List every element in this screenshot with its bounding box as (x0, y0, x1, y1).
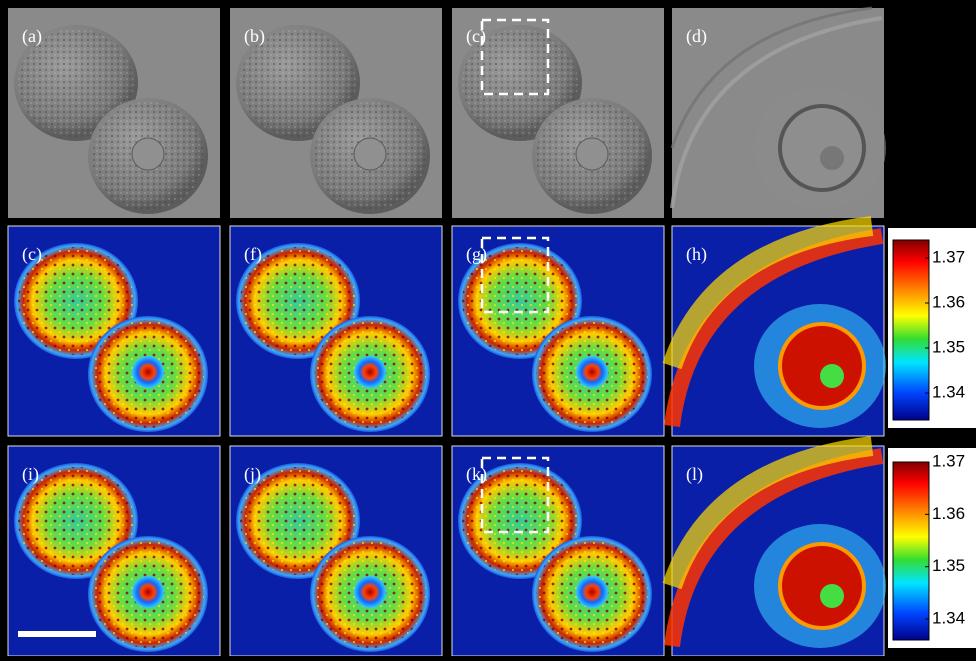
nucleus (780, 544, 864, 628)
panel-label: (c) (22, 244, 42, 265)
image-panel: (c) (452, 8, 664, 218)
nucleus (780, 106, 864, 190)
panel-label: (k) (466, 464, 487, 485)
nucleus (354, 138, 386, 170)
image-panel: (l) (672, 446, 886, 656)
nucleolus (820, 584, 844, 608)
nucleus (576, 576, 608, 608)
image-panel: (i) (8, 446, 220, 656)
image-panel: (a) (8, 8, 220, 218)
image-panel: (f) (230, 226, 442, 436)
colorbar-tick-label: 1.35 (932, 556, 965, 575)
nucleus (354, 356, 386, 388)
colorbar-tick-label: 1.37 (932, 451, 965, 470)
panel-label: (c) (466, 26, 486, 47)
panel-label: (b) (244, 26, 265, 47)
image-panel: (k) (452, 446, 664, 656)
nucleus (354, 576, 386, 608)
colorbar: 1.37 1.36 1.35 1.34 (888, 228, 976, 428)
image-panel: (d) (672, 8, 886, 218)
panel-label: (g) (466, 244, 487, 265)
panel-label: (h) (686, 244, 707, 265)
nucleus (576, 356, 608, 388)
figure: (a) (b) (c) (d) (c) (f) (g) (h) (i) (j) (k) (l) 1.37… (0, 0, 976, 656)
image-panel: (g) (452, 226, 664, 436)
nucleus (576, 138, 608, 170)
image-panel: (h) (672, 226, 886, 436)
panel-label: (a) (22, 26, 42, 47)
panel-label: (l) (686, 464, 703, 485)
colorbar-tick-label: 1.37 (932, 247, 965, 266)
nucleolus (820, 146, 844, 170)
panel-label: (f) (244, 244, 262, 265)
nucleus (132, 356, 164, 388)
colorbar-tick-label: 1.35 (932, 337, 965, 356)
nucleolus (820, 364, 844, 388)
nucleus (780, 324, 864, 408)
colorbar-tick-label: 1.34 (932, 382, 965, 401)
colorbar-gradient (893, 240, 929, 420)
panel-label: (i) (22, 464, 39, 485)
image-panel: (c) (8, 226, 220, 436)
colorbar-gradient (893, 462, 929, 640)
panel-label: (d) (686, 26, 707, 47)
colorbar-tick-label: 1.36 (932, 292, 965, 311)
nucleus (132, 576, 164, 608)
nucleus (132, 138, 164, 170)
colorbar-tick-label: 1.36 (932, 504, 965, 523)
image-panel: (j) (230, 446, 442, 656)
image-panel: (b) (230, 8, 442, 218)
panel-label: (j) (244, 464, 261, 485)
colorbar: 1.37 1.36 1.35 1.34 (888, 448, 976, 648)
colorbar-tick-label: 1.34 (932, 609, 965, 628)
